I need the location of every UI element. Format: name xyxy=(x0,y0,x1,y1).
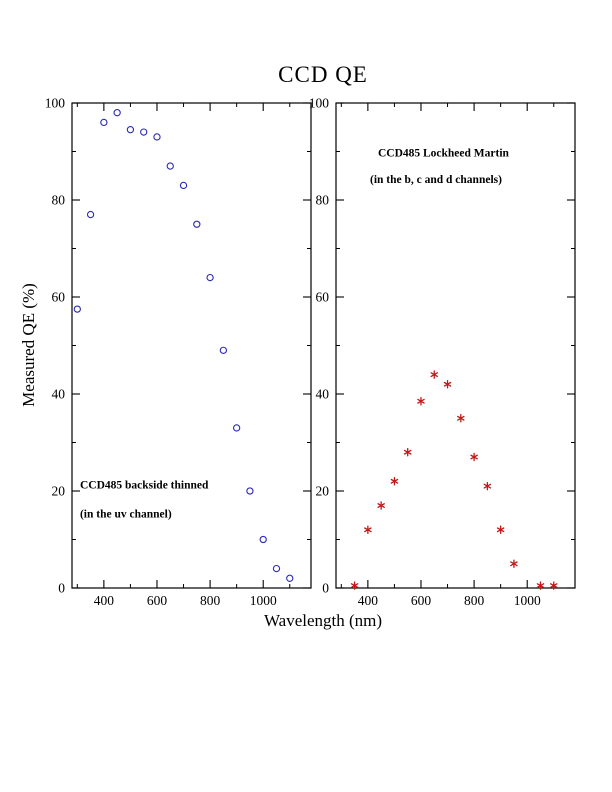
y-tick-label: 20 xyxy=(316,484,330,499)
data-point xyxy=(286,574,294,582)
data-point xyxy=(219,346,228,354)
data-point xyxy=(470,454,478,460)
x-tick-label: 800 xyxy=(200,593,221,608)
x-tick-label: 400 xyxy=(94,593,115,608)
data-point xyxy=(179,181,188,190)
y-tick-label: 80 xyxy=(52,193,66,208)
data-point xyxy=(483,483,492,489)
data-point xyxy=(206,273,214,282)
panel-annotation: (in the uv channel) xyxy=(80,509,172,521)
x-axis-label: Wavelength (nm) xyxy=(263,611,383,630)
x-tick-label: 600 xyxy=(147,593,168,608)
data-point xyxy=(126,126,135,134)
x-tick-label: 800 xyxy=(464,593,485,608)
y-tick-label: 40 xyxy=(52,387,66,402)
data-point xyxy=(272,564,281,573)
data-point xyxy=(140,128,148,136)
data-point xyxy=(100,118,108,127)
data-point xyxy=(377,503,385,509)
data-point xyxy=(73,305,81,313)
y-tick-label: 100 xyxy=(309,96,330,111)
y-tick-label: 60 xyxy=(316,290,330,305)
data-point xyxy=(390,478,399,484)
chart-title: CCD QE xyxy=(278,62,368,87)
data-point xyxy=(259,535,267,544)
panel-annotation: CCD485 backside thinned xyxy=(80,480,209,492)
data-point xyxy=(403,449,412,455)
data-point xyxy=(153,133,161,141)
y-tick-label: 0 xyxy=(58,581,65,596)
x-tick-label: 1000 xyxy=(514,593,541,608)
y-tick-label: 60 xyxy=(52,290,66,305)
panel-annotation: CCD485 Lockheed Martin xyxy=(378,147,510,159)
data-point xyxy=(364,527,372,533)
y-tick-label: 100 xyxy=(45,96,66,111)
data-point xyxy=(193,220,201,228)
panel-annotation: (in the b, c and d channels) xyxy=(370,174,502,186)
data-point xyxy=(417,398,425,404)
data-point xyxy=(350,583,359,589)
data-point xyxy=(430,372,439,378)
y-tick-label: 80 xyxy=(316,193,330,208)
data-point xyxy=(510,561,518,567)
data-point xyxy=(549,583,558,589)
data-point xyxy=(536,583,545,589)
data-point xyxy=(86,210,95,219)
data-point xyxy=(443,381,452,387)
data-point xyxy=(166,162,174,170)
x-tick-label: 1000 xyxy=(250,593,277,608)
data-point xyxy=(113,109,121,117)
x-tick-label: 600 xyxy=(411,593,432,608)
data-point xyxy=(232,424,241,432)
y-tick-label: 40 xyxy=(316,387,330,402)
y-tick-label: 0 xyxy=(322,581,329,596)
data-point xyxy=(246,487,254,495)
x-tick-label: 400 xyxy=(358,593,379,608)
y-tick-label: 20 xyxy=(52,484,66,499)
data-point xyxy=(496,527,505,533)
data-point xyxy=(457,415,465,421)
